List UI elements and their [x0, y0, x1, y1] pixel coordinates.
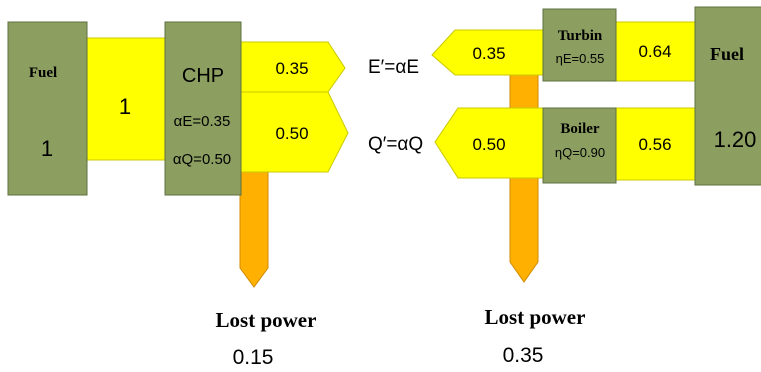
right-electric-value: 0.35: [472, 44, 505, 63]
right-heat-value: 0.50: [472, 135, 505, 154]
turbine-box: [543, 9, 616, 81]
turbine-fuel-flow-value: 0.64: [638, 42, 671, 61]
left-loss-arrow: [240, 170, 268, 287]
right-fuel-label: Fuel: [710, 44, 744, 64]
left-fuel-label: Fuel: [29, 65, 57, 81]
right-lost-power-value: 0.35: [503, 344, 544, 367]
boiler-label: Boiler: [560, 121, 599, 137]
left-fuel-box: [8, 22, 87, 195]
left-electric-value: 0.35: [275, 59, 308, 78]
chp-box: [165, 22, 241, 195]
boiler-fuel-flow-value: 0.56: [638, 135, 671, 154]
chp-alpha-e: αE=0.35: [174, 113, 231, 130]
chp-label: CHP: [182, 65, 224, 87]
right-fuel-value: 1.20: [714, 127, 757, 152]
right-fuel-box: [695, 7, 761, 185]
chp-alpha-q: αQ=0.50: [173, 151, 231, 168]
left-lost-power-value: 0.15: [233, 346, 274, 369]
turbine-efficiency: ηE=0.55: [556, 51, 605, 66]
e-prime-label: E′=αE: [368, 57, 419, 78]
left-heat-value: 0.50: [275, 124, 308, 143]
left-fuel-flow-value: 1: [119, 94, 131, 119]
right-lost-power-label: Lost power: [485, 305, 586, 329]
q-prime-label: Q′=αQ: [368, 134, 423, 155]
left-fuel-value: 1: [41, 136, 53, 161]
boiler-efficiency: ηQ=0.90: [555, 145, 605, 160]
left-lost-power-label: Lost power: [216, 308, 317, 332]
turbine-label: Turbin: [558, 28, 603, 44]
